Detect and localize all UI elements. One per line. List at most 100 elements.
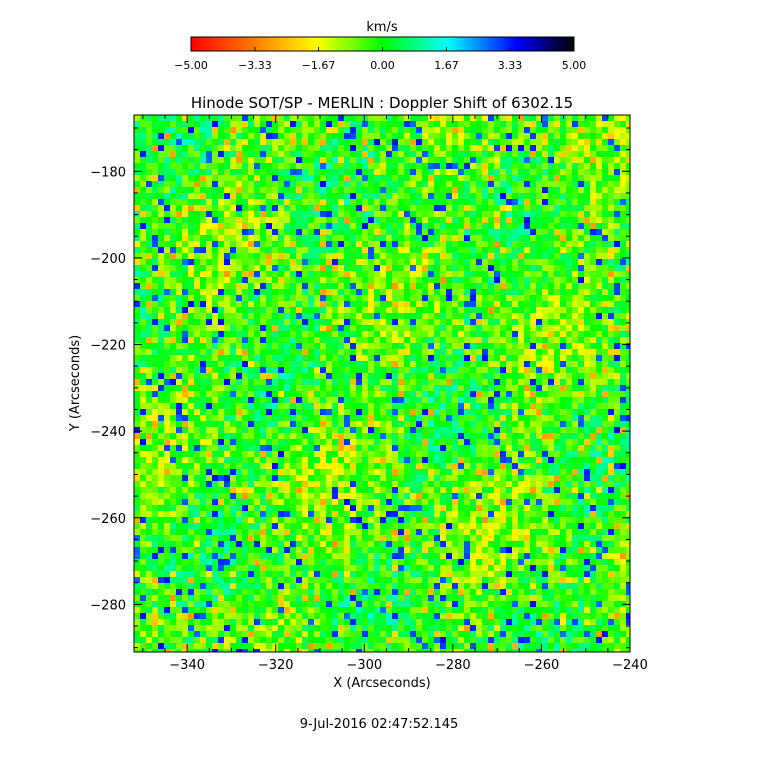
heatmap-cell xyxy=(530,259,536,265)
heatmap-cell xyxy=(284,277,290,283)
heatmap-cell xyxy=(470,283,476,289)
heatmap-cell xyxy=(380,421,386,427)
heatmap-cell xyxy=(158,349,164,355)
heatmap-cell xyxy=(212,355,218,361)
heatmap-cell xyxy=(536,241,542,247)
heatmap-cell xyxy=(518,409,524,415)
heatmap-cell xyxy=(386,343,392,349)
heatmap-cell xyxy=(614,319,620,325)
heatmap-cell xyxy=(572,241,578,247)
heatmap-cell xyxy=(512,175,518,181)
heatmap-cell xyxy=(368,115,374,121)
heatmap-cell xyxy=(518,463,524,469)
heatmap-cell xyxy=(212,427,218,433)
heatmap-cell xyxy=(500,463,506,469)
heatmap-cell xyxy=(482,427,488,433)
heatmap-cell xyxy=(200,379,206,385)
heatmap-cell xyxy=(230,397,236,403)
heatmap-cell xyxy=(608,115,614,121)
heatmap-cell xyxy=(134,205,140,211)
heatmap-cell xyxy=(266,193,272,199)
heatmap-cell xyxy=(152,271,158,277)
heatmap-cell xyxy=(194,427,200,433)
heatmap-cell xyxy=(422,193,428,199)
heatmap-cell xyxy=(200,253,206,259)
heatmap-cell xyxy=(134,325,140,331)
heatmap-cell xyxy=(482,271,488,277)
heatmap-cell xyxy=(176,313,182,319)
heatmap-cell xyxy=(476,301,482,307)
heatmap-cell xyxy=(542,133,548,139)
heatmap-cell xyxy=(428,133,434,139)
heatmap-cell xyxy=(476,139,482,145)
heatmap-cell xyxy=(518,295,524,301)
heatmap-cell xyxy=(272,145,278,151)
heatmap-cell xyxy=(278,457,284,463)
heatmap-cell xyxy=(146,241,152,247)
heatmap-cell xyxy=(488,199,494,205)
heatmap-cell xyxy=(386,229,392,235)
heatmap-cell xyxy=(578,223,584,229)
heatmap-cell xyxy=(494,367,500,373)
heatmap-cell xyxy=(368,133,374,139)
heatmap-cell xyxy=(236,463,242,469)
heatmap-cell xyxy=(578,193,584,199)
heatmap-cell xyxy=(350,271,356,277)
heatmap-cell xyxy=(566,379,572,385)
heatmap-cell xyxy=(458,457,464,463)
heatmap-cell xyxy=(584,385,590,391)
heatmap-cell xyxy=(332,157,338,163)
heatmap-cell xyxy=(392,121,398,127)
heatmap-cell xyxy=(248,277,254,283)
heatmap-cell xyxy=(506,433,512,439)
heatmap-cell xyxy=(422,241,428,247)
heatmap-cell xyxy=(254,133,260,139)
heatmap-cell xyxy=(284,367,290,373)
heatmap-cell xyxy=(584,127,590,133)
heatmap-cell xyxy=(428,211,434,217)
heatmap-cell xyxy=(278,223,284,229)
heatmap-cell xyxy=(386,205,392,211)
heatmap-cell xyxy=(134,355,140,361)
heatmap-cell xyxy=(488,241,494,247)
heatmap-cell xyxy=(176,205,182,211)
heatmap-cell xyxy=(470,211,476,217)
heatmap-cell xyxy=(590,361,596,367)
heatmap-cell xyxy=(224,271,230,277)
heatmap-cell xyxy=(134,199,140,205)
heatmap-cell xyxy=(578,283,584,289)
heatmap-cell xyxy=(158,415,164,421)
heatmap-cell xyxy=(296,115,302,121)
heatmap-cell xyxy=(164,331,170,337)
heatmap-cell xyxy=(146,319,152,325)
heatmap-cell xyxy=(266,241,272,247)
heatmap-cell xyxy=(608,235,614,241)
heatmap-cell xyxy=(584,355,590,361)
heatmap-cell xyxy=(368,163,374,169)
heatmap-cell xyxy=(398,241,404,247)
heatmap-cell xyxy=(158,457,164,463)
heatmap-cell xyxy=(374,217,380,223)
heatmap-cell xyxy=(560,247,566,253)
heatmap-cell xyxy=(512,451,518,457)
heatmap-cell xyxy=(356,151,362,157)
heatmap-cell xyxy=(410,253,416,259)
heatmap-cell xyxy=(536,163,542,169)
heatmap-cell xyxy=(320,175,326,181)
heatmap-cell xyxy=(392,289,398,295)
heatmap-cell xyxy=(170,319,176,325)
heatmap-cell xyxy=(368,415,374,421)
heatmap-cell xyxy=(452,121,458,127)
heatmap-cell xyxy=(524,397,530,403)
heatmap-cell xyxy=(620,463,626,469)
heatmap-cell xyxy=(356,115,362,121)
heatmap-cell xyxy=(518,163,524,169)
heatmap-cell xyxy=(530,283,536,289)
heatmap-cell xyxy=(500,271,506,277)
heatmap-cell xyxy=(152,415,158,421)
heatmap-cell xyxy=(386,199,392,205)
heatmap-cell xyxy=(428,325,434,331)
heatmap-cell xyxy=(590,379,596,385)
heatmap-cell xyxy=(422,217,428,223)
heatmap-cell xyxy=(338,247,344,253)
